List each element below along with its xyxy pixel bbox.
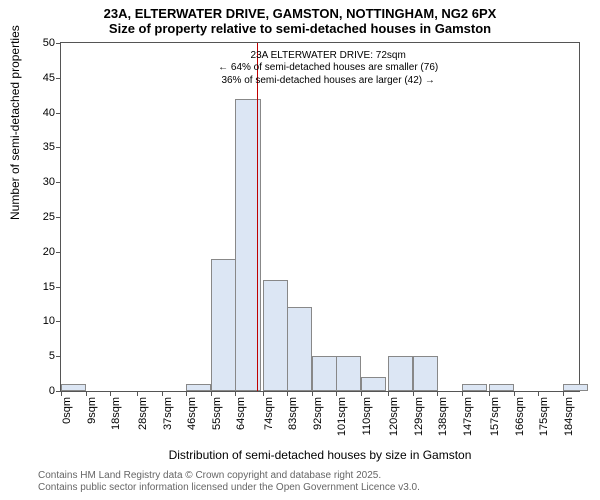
histogram-bar	[361, 377, 386, 391]
y-tick-mark	[56, 43, 61, 44]
footer-attribution: Contains HM Land Registry data © Crown c…	[38, 470, 420, 494]
histogram-bar	[287, 307, 312, 391]
x-tick-label: 110sqm	[361, 397, 373, 435]
histogram-bar	[563, 384, 588, 391]
x-tick-mark	[312, 391, 313, 396]
chart-title-line2: Size of property relative to semi-detach…	[0, 21, 600, 36]
y-tick-label: 10	[43, 315, 55, 327]
histogram-bar	[462, 384, 487, 391]
y-tick-mark	[56, 321, 61, 322]
x-tick-label: 18sqm	[110, 397, 122, 430]
x-tick-mark	[462, 391, 463, 396]
annotation-box: 23A ELTERWATER DRIVE: 72sqm← 64% of semi…	[198, 50, 458, 88]
x-tick-mark	[437, 391, 438, 396]
x-tick-label: 83sqm	[287, 397, 299, 430]
annotation-line3: 36% of semi-detached houses are larger (…	[198, 75, 458, 88]
footer-line1: Contains HM Land Registry data © Crown c…	[38, 470, 420, 482]
x-tick-mark	[563, 391, 564, 396]
y-tick-mark	[56, 356, 61, 357]
x-axis-label: Distribution of semi-detached houses by …	[60, 448, 580, 462]
x-tick-mark	[413, 391, 414, 396]
y-tick-label: 30	[43, 176, 55, 188]
x-tick-label: 175sqm	[538, 397, 550, 436]
x-tick-label: 28sqm	[137, 397, 149, 430]
x-tick-mark	[388, 391, 389, 396]
x-tick-mark	[86, 391, 87, 396]
x-tick-mark	[186, 391, 187, 396]
histogram-bar	[61, 384, 86, 391]
chart-title-line1: 23A, ELTERWATER DRIVE, GAMSTON, NOTTINGH…	[0, 0, 600, 21]
y-tick-label: 15	[43, 281, 55, 293]
x-tick-mark	[361, 391, 362, 396]
x-tick-mark	[538, 391, 539, 396]
footer-line2: Contains public sector information licen…	[38, 482, 420, 494]
x-tick-label: 138sqm	[437, 397, 449, 436]
y-tick-mark	[56, 78, 61, 79]
x-tick-label: 74sqm	[263, 397, 275, 430]
x-tick-mark	[61, 391, 62, 396]
y-tick-mark	[56, 147, 61, 148]
x-tick-mark	[137, 391, 138, 396]
x-tick-mark	[336, 391, 337, 396]
y-tick-label: 50	[43, 37, 55, 49]
x-tick-label: 92sqm	[312, 397, 324, 430]
x-tick-label: 129sqm	[413, 397, 425, 436]
x-tick-label: 120sqm	[388, 397, 400, 436]
plot-area: 051015202530354045500sqm9sqm18sqm28sqm37…	[60, 42, 580, 392]
histogram-bar	[312, 356, 337, 391]
y-tick-mark	[56, 113, 61, 114]
x-tick-mark	[263, 391, 264, 396]
y-tick-label: 20	[43, 246, 55, 258]
annotation-line1: 23A ELTERWATER DRIVE: 72sqm	[198, 50, 458, 63]
y-tick-mark	[56, 182, 61, 183]
x-tick-label: 157sqm	[489, 397, 501, 436]
y-tick-label: 40	[43, 107, 55, 119]
x-tick-mark	[514, 391, 515, 396]
y-tick-mark	[56, 287, 61, 288]
reference-line	[257, 43, 258, 391]
histogram-bar	[211, 259, 236, 391]
annotation-line2: ← 64% of semi-detached houses are smalle…	[198, 62, 458, 75]
x-tick-label: 9sqm	[86, 397, 98, 424]
y-axis-label: Number of semi-detached properties	[8, 25, 22, 220]
y-tick-mark	[56, 252, 61, 253]
x-tick-label: 55sqm	[211, 397, 223, 430]
y-tick-label: 35	[43, 141, 55, 153]
x-tick-label: 166sqm	[514, 397, 526, 436]
x-tick-label: 101sqm	[336, 397, 348, 436]
y-tick-label: 5	[49, 350, 55, 362]
y-tick-mark	[56, 217, 61, 218]
x-tick-label: 0sqm	[61, 397, 73, 424]
histogram-bar	[489, 384, 514, 391]
x-tick-label: 147sqm	[462, 397, 474, 436]
x-tick-mark	[162, 391, 163, 396]
histogram-bar	[336, 356, 361, 391]
x-tick-label: 184sqm	[563, 397, 575, 436]
x-tick-mark	[287, 391, 288, 396]
x-tick-label: 46sqm	[186, 397, 198, 430]
histogram-bar	[263, 280, 288, 391]
chart-container: 23A, ELTERWATER DRIVE, GAMSTON, NOTTINGH…	[0, 0, 600, 500]
histogram-bar	[186, 384, 211, 391]
histogram-bar	[413, 356, 438, 391]
y-tick-label: 45	[43, 72, 55, 84]
x-tick-mark	[211, 391, 212, 396]
x-tick-label: 64sqm	[235, 397, 247, 430]
x-tick-mark	[489, 391, 490, 396]
histogram-bar	[388, 356, 413, 391]
x-tick-mark	[235, 391, 236, 396]
y-tick-label: 25	[43, 211, 55, 223]
x-tick-mark	[110, 391, 111, 396]
x-tick-label: 37sqm	[162, 397, 174, 430]
y-tick-label: 0	[49, 385, 55, 397]
